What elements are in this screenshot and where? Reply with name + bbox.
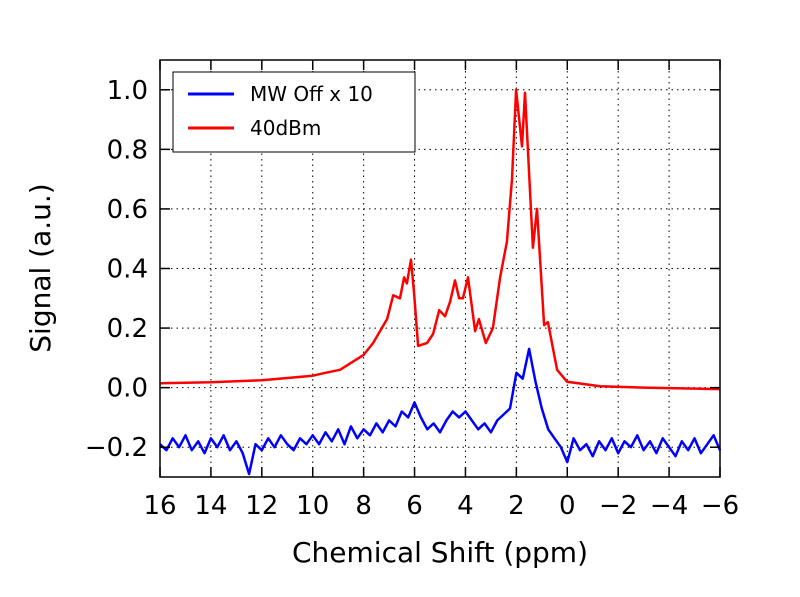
x-tick-label: 2 [508, 491, 525, 521]
x-tick-label: −4 [650, 491, 688, 521]
y-tick-label: 1.0 [107, 76, 148, 106]
x-tick-label: 8 [355, 491, 372, 521]
y-axis-label: Signal (a.u.) [24, 183, 57, 352]
legend-label-40dbm: 40dBm [250, 116, 321, 140]
legend-box [172, 71, 416, 153]
x-tick-label: 14 [194, 491, 227, 521]
legend: MW Off x 10 40dBm [172, 71, 416, 153]
x-tick-label: 0 [559, 491, 576, 521]
x-tick-label: −6 [701, 491, 739, 521]
x-tick-label: 10 [296, 491, 329, 521]
y-tick-label: 0.0 [107, 374, 148, 404]
ticks: 16 14 12 10 8 6 4 2 0 −2 −4 −6 −0.2 0.0 0.2 0.4 0.6 0.8 1.… [85, 60, 739, 521]
y-tick-label: 0.4 [107, 255, 148, 285]
y-tick-label: −0.2 [85, 433, 148, 463]
x-axis-label: Chemical Shift (ppm) [292, 536, 588, 569]
plot-frame [159, 59, 721, 478]
x-tick-label: −2 [599, 491, 637, 521]
series-line-mw-off [159, 347, 722, 476]
x-tick-label: 6 [406, 491, 423, 521]
y-tick-label: 0.8 [107, 135, 148, 165]
x-tick-label: 16 [143, 491, 176, 521]
series-lines [159, 88, 722, 476]
x-tick-label: 12 [245, 491, 278, 521]
y-tick-label: 0.2 [107, 314, 148, 344]
x-tick-label: 4 [457, 491, 474, 521]
series-line-40dbm [159, 88, 721, 391]
y-tick-label: 0.6 [107, 195, 148, 225]
legend-label-mw-off: MW Off x 10 [250, 82, 373, 106]
